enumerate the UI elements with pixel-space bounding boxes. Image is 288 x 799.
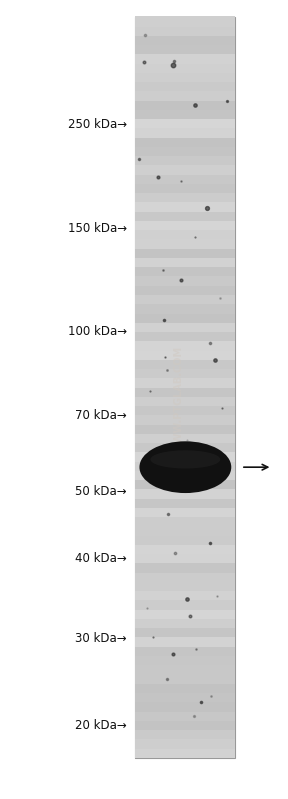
Bar [135, 507, 235, 517]
Bar [135, 99, 235, 110]
Bar [135, 710, 235, 721]
Bar [135, 220, 235, 230]
Ellipse shape [139, 441, 231, 493]
Bar [135, 636, 235, 646]
Bar [135, 303, 235, 313]
Bar [135, 25, 235, 36]
Bar [135, 599, 235, 610]
Bar [135, 331, 235, 341]
Bar [135, 62, 235, 73]
Bar [135, 432, 235, 443]
Bar [135, 358, 235, 369]
Bar [135, 145, 235, 156]
Bar [135, 247, 235, 258]
Bar [135, 192, 235, 202]
Bar [135, 265, 235, 276]
Bar [135, 673, 235, 684]
Bar [135, 71, 235, 82]
Bar [135, 553, 235, 563]
Bar [135, 618, 235, 628]
Bar [135, 201, 235, 212]
Bar [135, 404, 235, 415]
Bar [135, 173, 235, 184]
Bar [135, 16, 235, 26]
Bar [135, 136, 235, 147]
Bar [135, 571, 235, 582]
Bar [135, 497, 235, 508]
Bar [135, 515, 235, 527]
Bar [135, 423, 235, 434]
Text: 100 kDa→: 100 kDa→ [68, 325, 127, 338]
Bar [135, 414, 235, 424]
Bar [135, 664, 235, 674]
Bar [135, 626, 235, 638]
Bar [135, 238, 235, 248]
Bar [135, 293, 235, 304]
Bar [135, 469, 235, 480]
Bar [135, 451, 235, 462]
Bar [135, 117, 235, 129]
Bar [135, 719, 235, 730]
Text: 20 kDa→: 20 kDa→ [75, 719, 127, 733]
Bar [135, 691, 235, 702]
Ellipse shape [150, 451, 220, 468]
Bar [135, 534, 235, 545]
Bar [135, 53, 235, 64]
Bar [135, 89, 235, 101]
Bar [135, 580, 235, 591]
Bar [135, 543, 235, 555]
Bar [135, 210, 235, 221]
Text: 70 kDa→: 70 kDa→ [75, 409, 127, 422]
Text: 250 kDa→: 250 kDa→ [68, 118, 127, 131]
Bar [135, 154, 235, 165]
Bar [135, 442, 235, 452]
Bar [135, 127, 235, 137]
Bar [135, 18, 235, 757]
Text: 30 kDa→: 30 kDa→ [75, 632, 127, 645]
Bar [135, 682, 235, 693]
Bar [135, 645, 235, 656]
Bar [135, 229, 235, 240]
Bar [135, 396, 235, 406]
Bar [135, 312, 235, 323]
Bar [135, 182, 235, 193]
Bar [135, 340, 235, 351]
Text: 50 kDa→: 50 kDa→ [75, 484, 127, 498]
Bar [135, 460, 235, 471]
Bar [135, 109, 235, 119]
Bar [135, 284, 235, 295]
Bar [135, 737, 235, 749]
Bar [135, 386, 235, 397]
Bar [135, 81, 235, 91]
Bar [135, 43, 235, 54]
Bar [135, 654, 235, 666]
Bar [135, 701, 235, 712]
Bar [135, 368, 235, 378]
Bar [135, 590, 235, 600]
Text: 150 kDa→: 150 kDa→ [68, 222, 127, 235]
Bar [135, 34, 235, 45]
Bar [135, 562, 235, 573]
Bar [135, 608, 235, 619]
Bar [135, 275, 235, 286]
Bar [135, 376, 235, 388]
Text: WWW.PTGLAB.COM: WWW.PTGLAB.COM [173, 346, 183, 453]
Bar [135, 525, 235, 535]
Bar [135, 349, 235, 360]
Text: 40 kDa→: 40 kDa→ [75, 552, 127, 565]
Bar [135, 479, 235, 489]
Bar [135, 729, 235, 739]
Bar [135, 747, 235, 757]
Bar [135, 164, 235, 175]
Bar [135, 321, 235, 332]
Bar [135, 256, 235, 267]
Bar [135, 487, 235, 499]
Bar [135, 18, 235, 240]
